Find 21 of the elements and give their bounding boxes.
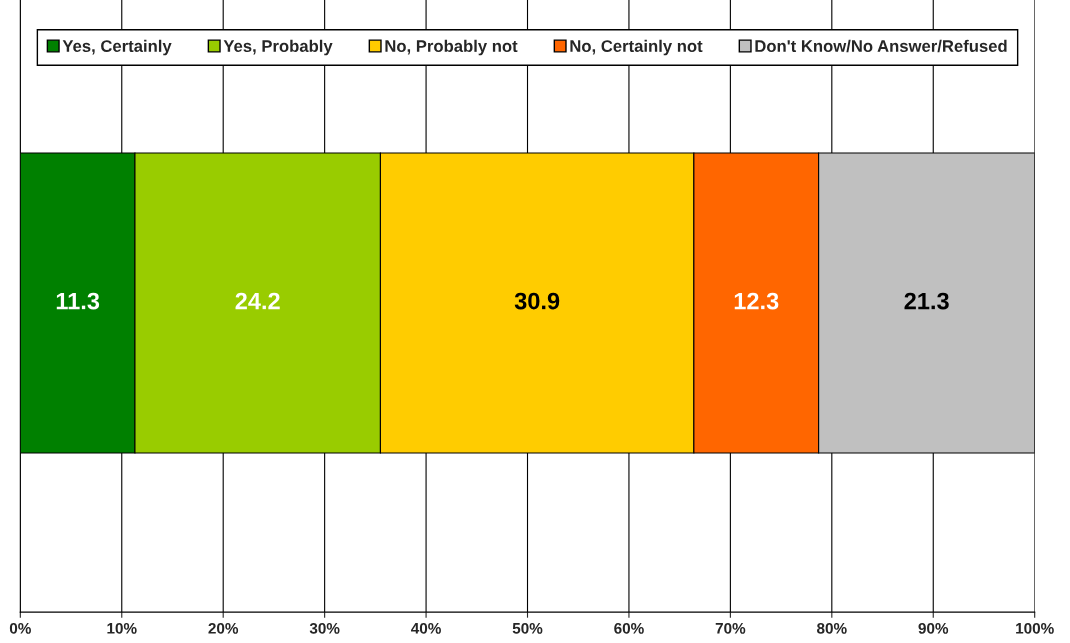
x-tick-label: 0% xyxy=(9,622,31,634)
legend-label: No, Probably not xyxy=(385,39,518,56)
legend-label: Yes, Probably xyxy=(223,39,333,56)
data-label: 12.3 xyxy=(734,292,779,310)
data-label: 24.2 xyxy=(235,292,280,310)
legend-label: Yes, Certainly xyxy=(62,39,172,56)
x-tick-label: 30% xyxy=(309,622,340,634)
data-label: 21.3 xyxy=(904,292,949,310)
data-label: 30.9 xyxy=(514,292,560,310)
x-tick-label: 80% xyxy=(817,622,847,634)
data-label: 11.3 xyxy=(56,292,100,310)
x-tick-label: 90% xyxy=(918,622,949,634)
legend-label: Don't Know/No Answer/Refused xyxy=(755,39,1007,53)
x-tick-label: 50% xyxy=(512,622,543,634)
legend-label: No, Certainly not xyxy=(570,39,703,56)
x-tick-label: 10% xyxy=(107,622,137,634)
x-tick-label: 60% xyxy=(614,622,644,634)
x-tick-label: 20% xyxy=(208,622,239,634)
x-tick-label: 100% xyxy=(1016,622,1054,634)
x-tick-label: 70% xyxy=(715,622,746,634)
x-tick-label: 40% xyxy=(411,622,441,634)
